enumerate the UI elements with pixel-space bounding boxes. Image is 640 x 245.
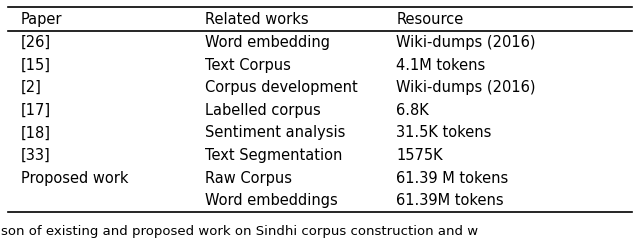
Text: Text Corpus: Text Corpus: [205, 58, 291, 73]
Text: Word embedding: Word embedding: [205, 35, 330, 50]
Text: son of existing and proposed work on Sindhi corpus construction and w: son of existing and proposed work on Sin…: [1, 225, 479, 238]
Text: [33]: [33]: [20, 148, 51, 163]
Text: 61.39M tokens: 61.39M tokens: [396, 193, 504, 208]
Text: Proposed work: Proposed work: [20, 171, 128, 186]
Text: 4.1M tokens: 4.1M tokens: [396, 58, 486, 73]
Text: Paper: Paper: [20, 12, 62, 27]
Text: Word embeddings: Word embeddings: [205, 193, 338, 208]
Text: 6.8K: 6.8K: [396, 103, 429, 118]
Text: Related works: Related works: [205, 12, 309, 27]
Text: 31.5K tokens: 31.5K tokens: [396, 125, 492, 140]
Text: Labelled corpus: Labelled corpus: [205, 103, 321, 118]
Text: Resource: Resource: [396, 12, 464, 27]
Text: [17]: [17]: [20, 103, 51, 118]
Text: [18]: [18]: [20, 125, 51, 140]
Text: Corpus development: Corpus development: [205, 80, 358, 95]
Text: Wiki-dumps (2016): Wiki-dumps (2016): [396, 35, 536, 50]
Text: [2]: [2]: [20, 80, 42, 95]
Text: 1575K: 1575K: [396, 148, 443, 163]
Text: Sentiment analysis: Sentiment analysis: [205, 125, 346, 140]
Text: Wiki-dumps (2016): Wiki-dumps (2016): [396, 80, 536, 95]
Text: Raw Corpus: Raw Corpus: [205, 171, 292, 186]
Text: 61.39 M tokens: 61.39 M tokens: [396, 171, 509, 186]
Text: Text Segmentation: Text Segmentation: [205, 148, 342, 163]
Text: [26]: [26]: [20, 35, 51, 50]
Text: [15]: [15]: [20, 58, 51, 73]
